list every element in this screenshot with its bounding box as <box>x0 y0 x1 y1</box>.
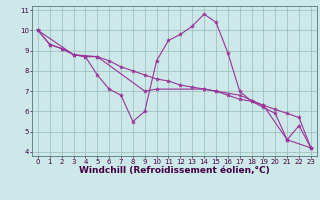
X-axis label: Windchill (Refroidissement éolien,°C): Windchill (Refroidissement éolien,°C) <box>79 166 270 175</box>
